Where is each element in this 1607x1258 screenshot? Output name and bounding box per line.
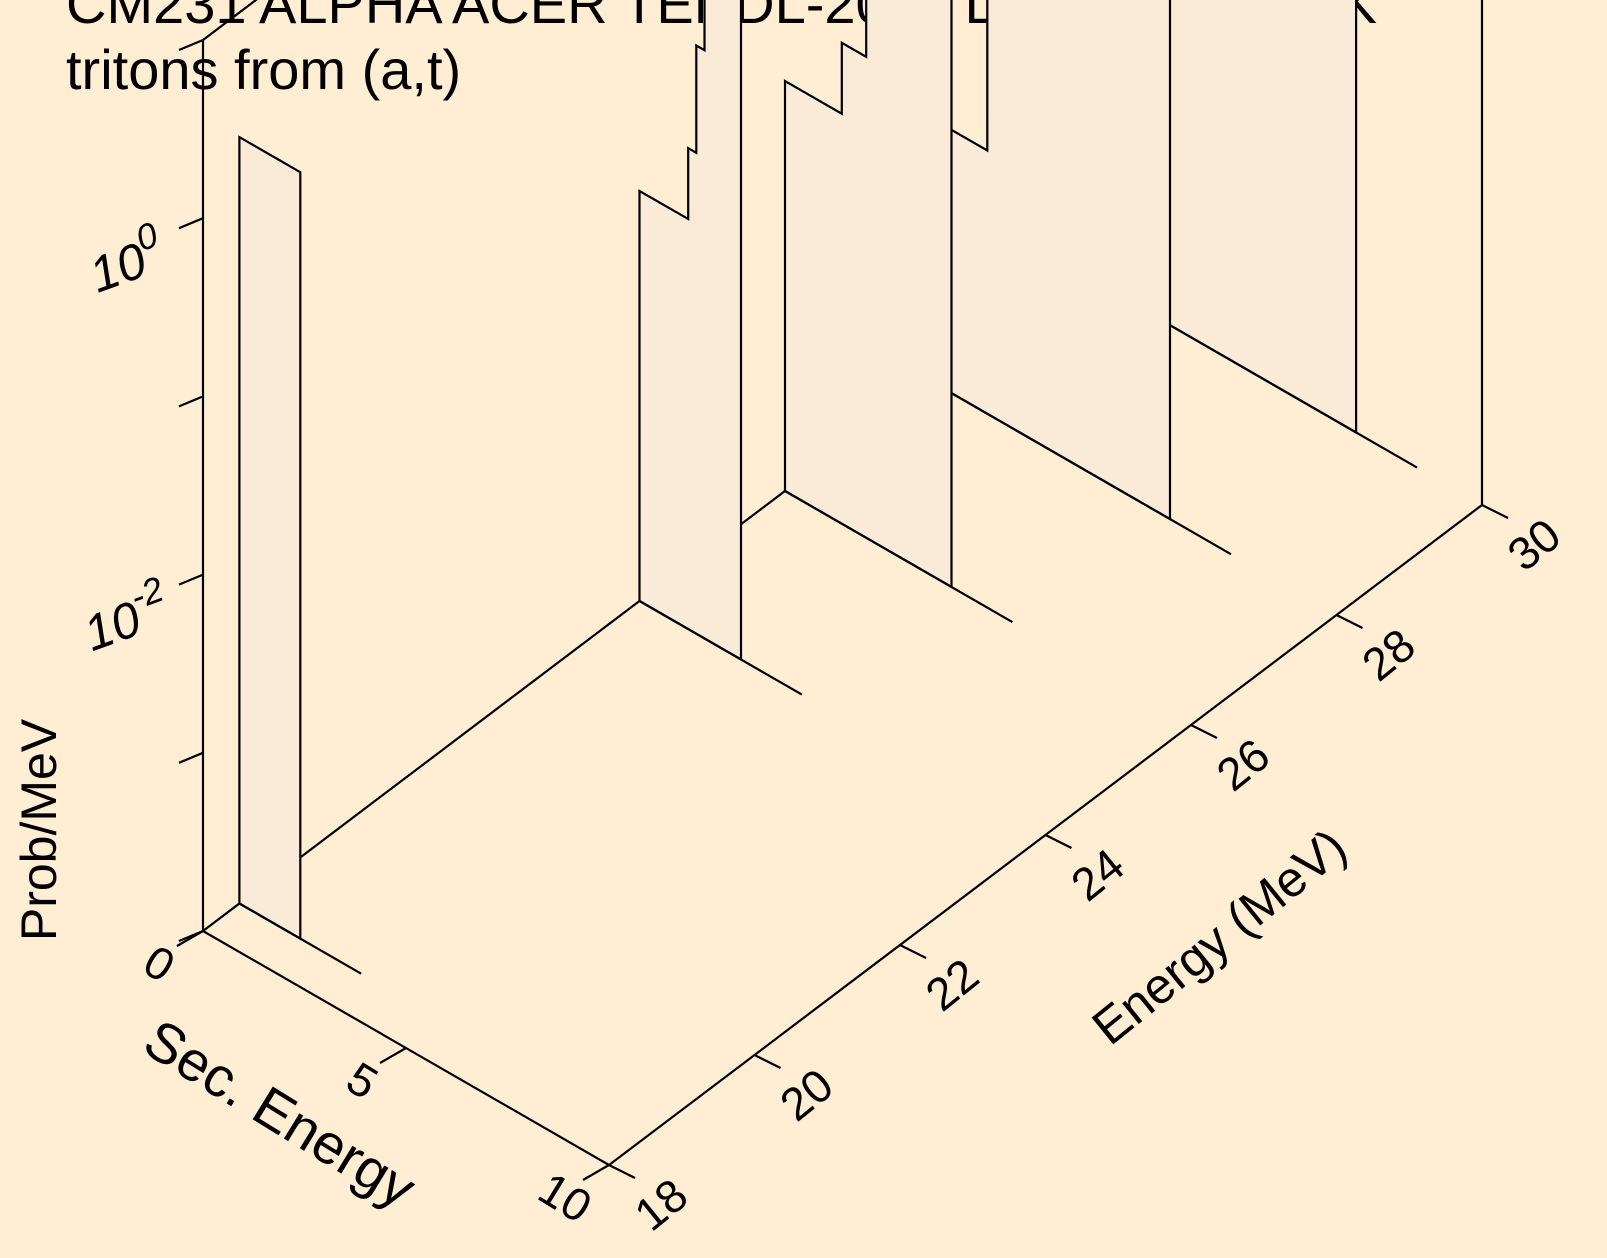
- x-axis-label: Sec. Energy: [134, 1007, 427, 1220]
- x-tick-label-10: 10: [530, 1162, 601, 1233]
- y-tick-26: [1190, 724, 1218, 739]
- y-tick-label-20: 20: [770, 1058, 842, 1131]
- y-tick-label-18: 18: [625, 1168, 697, 1241]
- z-tick-1e-2: [178, 573, 204, 586]
- y-tick-28: [1336, 614, 1363, 629]
- z-tick-1e-4: [178, 929, 204, 943]
- plot-box-front-edges: [202, 504, 1483, 1166]
- spectrum-trace-18.5: [238, 135, 302, 941]
- x-tick-5: [379, 1047, 407, 1064]
- y-tick-label-24: 24: [1061, 838, 1133, 911]
- y-tick-30: [1481, 504, 1509, 519]
- y-tick-18: [608, 1164, 636, 1179]
- z-tick-1e1: [178, 38, 204, 52]
- y-tick-20: [754, 1054, 781, 1069]
- x-tick-label-5: 5: [338, 1052, 387, 1110]
- spectrum-trace-28: [929, 0, 1172, 522]
- trace-baseline-26: [784, 490, 1013, 623]
- spectrum-trace-26: [783, 0, 953, 589]
- z-tick-1e0: [178, 217, 204, 230]
- x-tick-label-0: 0: [135, 935, 184, 993]
- y-tick-label-26: 26: [1207, 728, 1279, 801]
- trace-baseline-28: [929, 380, 1232, 556]
- trace-baseline-24: [638, 600, 803, 696]
- z-tick-1e-3: [178, 751, 204, 764]
- spectrum-trace-24: [638, 0, 743, 662]
- z-axis-label: Prob/MeV: [11, 718, 67, 941]
- y-tick-22: [899, 944, 927, 959]
- spectrum-traces: [238, 0, 1418, 975]
- chart-subtitle: tritons from (a,t): [66, 38, 462, 101]
- x-tick-10: [582, 1164, 610, 1181]
- y-axis-label: Energy (MeV): [1082, 818, 1357, 1056]
- z-tick-label: 10-2: [72, 568, 178, 662]
- z-tick-1e-1: [178, 395, 204, 408]
- y-tick-label-30: 30: [1498, 508, 1570, 581]
- y-tick-label-28: 28: [1352, 618, 1424, 691]
- y-tick-label-22: 22: [916, 948, 988, 1021]
- z-tick-label: 100: [78, 214, 172, 304]
- trace-baseline-18.5: [238, 902, 362, 975]
- y-tick-24: [1045, 834, 1072, 849]
